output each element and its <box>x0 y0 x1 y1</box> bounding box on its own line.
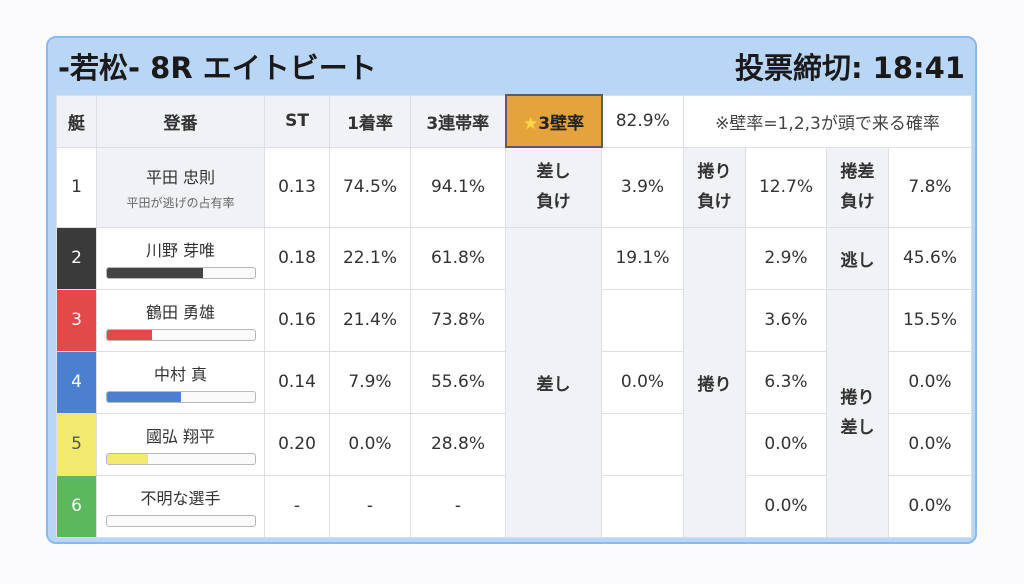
rate-bar-fill <box>106 330 153 340</box>
table-row: 3 鶴田 勇雄 0.16 21.4% 73.8% 3.6% 捲り 差し 15.5% <box>56 288 972 538</box>
table-row: 5 國弘 翔平 0.20 0.0% 28.8% 0.0% 0.0% <box>56 412 972 476</box>
racer-name: 中村 真 <box>153 365 208 384</box>
rate-bar <box>105 329 256 341</box>
race-title: -若松- 8R エイトビート <box>58 51 377 85</box>
rate-bar-fill <box>106 268 203 278</box>
trio-rate-value: 61.8% <box>410 226 506 290</box>
pattern-sashi-value <box>601 412 684 476</box>
pattern-sashi-make-value: 3.9% <box>601 146 684 228</box>
racer-name: 國弘 翔平 <box>145 427 216 446</box>
lane-number: 6 <box>56 474 97 538</box>
table-header-row: 艇 登番 ST 1着率 3連帯率 ★3壁率 82.9% ※壁率=1,2,3が頭で… <box>56 94 972 148</box>
lane-number: 5 <box>56 412 97 476</box>
rate-bar <box>105 453 256 465</box>
pattern-makuri-value: 6.3% <box>745 350 827 414</box>
pattern-sashi: 差し <box>505 226 602 538</box>
pattern-sashi-value: 0.0% <box>601 350 684 414</box>
racer-sub: 平田が逃げの占有率 <box>126 195 235 210</box>
racer-cell: 國弘 翔平 <box>96 412 265 476</box>
first-rate-value: - <box>329 474 411 538</box>
pattern-makurisashi-value: 0.0% <box>888 350 972 414</box>
st-value: - <box>264 474 330 538</box>
rate-bar <box>105 267 256 279</box>
pattern-makuri-make: 捲り 負け <box>683 146 746 228</box>
race-card: -若松- 8R エイトビート 投票締切: 18:41 艇 登番 ST 1着率 3… <box>46 36 977 544</box>
table-row: 4 中村 真 0.14 7.9% 55.6% 0.0% 6.3% 0.0% <box>56 350 972 414</box>
pattern-nige: 逃し <box>826 226 889 290</box>
lane-number: 1 <box>56 146 97 228</box>
pattern-makurisashi: 捲り 差し <box>826 288 889 538</box>
racer-cell: 鶴田 勇雄 <box>96 288 265 352</box>
pattern-nige-value: 45.6% <box>888 226 972 290</box>
first-rate-value: 7.9% <box>329 350 411 414</box>
st-value: 0.18 <box>264 226 330 290</box>
trio-rate-value: 28.8% <box>410 412 506 476</box>
col-st: ST <box>264 94 330 148</box>
star-icon: ★ <box>522 113 539 134</box>
trio-rate-value: - <box>410 474 506 538</box>
racer-name: 鶴田 勇雄 <box>145 303 216 322</box>
table-row: 2 川野 芽唯 0.18 22.1% 61.8% 差し 19.1% 捲り 2.9… <box>56 226 972 538</box>
col-racer: 登番 <box>96 94 265 148</box>
racer-cell: 川野 芽唯 <box>96 226 265 290</box>
col-trio-rate: 3連帯率 <box>410 94 506 148</box>
pattern-makuri-make-value: 12.7% <box>745 146 827 228</box>
wall-rate-note: ※壁率=1,2,3が頭で来る確率 <box>683 94 972 148</box>
table-row: 6 不明な選手 - - - 0.0% 0.0% <box>56 474 972 538</box>
first-rate-value: 21.4% <box>329 288 411 352</box>
rate-bar-fill <box>106 392 181 402</box>
lane-number: 2 <box>56 226 97 290</box>
lane-number: 4 <box>56 350 97 414</box>
pattern-makurisashi-make-value: 7.8% <box>888 146 972 228</box>
trio-rate-value: 73.8% <box>410 288 506 352</box>
st-value: 0.13 <box>264 146 330 228</box>
pattern-sashi-value <box>601 288 684 352</box>
table-row: 1 平田 忠則 平田が逃げの占有率 0.13 74.5% 94.1% 差し 負け … <box>56 146 972 228</box>
trio-rate-value: 94.1% <box>410 146 506 228</box>
pattern-makurisashi-value: 0.0% <box>888 474 972 538</box>
pattern-makurisashi-value: 0.0% <box>888 412 972 476</box>
race-header: -若松- 8R エイトビート 投票締切: 18:41 <box>48 38 975 94</box>
col-first-rate: 1着率 <box>329 94 411 148</box>
pattern-makurisashi-value: 15.5% <box>888 288 972 352</box>
racer-cell: 中村 真 <box>96 350 265 414</box>
vote-deadline: 投票締切: 18:41 <box>734 51 965 85</box>
st-value: 0.14 <box>264 350 330 414</box>
rate-bar-fill <box>106 454 148 464</box>
racer-cell: 平田 忠則 平田が逃げの占有率 <box>96 146 265 228</box>
racer-name: 川野 芽唯 <box>145 241 216 260</box>
wall-rate-label: 3壁率 <box>538 113 585 134</box>
racer-cell: 不明な選手 <box>96 474 265 538</box>
pattern-makuri-value: 0.0% <box>745 412 827 476</box>
st-value: 0.16 <box>264 288 330 352</box>
pattern-sashi-value <box>601 474 684 538</box>
pattern-sashi-make: 差し 負け <box>505 146 602 228</box>
first-rate-value: 22.1% <box>329 226 411 290</box>
pattern-makuri-value: 0.0% <box>745 474 827 538</box>
first-rate-value: 74.5% <box>329 146 411 228</box>
pattern-sashi-value: 19.1% <box>601 226 684 290</box>
lane-number: 3 <box>56 288 97 352</box>
trio-rate-value: 55.6% <box>410 350 506 414</box>
rate-bar <box>105 391 256 403</box>
pattern-makuri: 捲り <box>683 226 746 538</box>
st-value: 0.20 <box>264 412 330 476</box>
rate-bar <box>105 515 256 527</box>
prediction-table: 艇 登番 ST 1着率 3連帯率 ★3壁率 82.9% ※壁率=1,2,3が頭で… <box>56 94 972 538</box>
racer-name: 平田 忠則 <box>145 167 216 187</box>
pattern-makuri-value: 3.6% <box>745 288 827 352</box>
racer-name: 不明な選手 <box>140 489 221 508</box>
pattern-makurisashi-make: 捲差 負け <box>826 146 889 228</box>
first-rate-value: 0.0% <box>329 412 411 476</box>
col-lane: 艇 <box>56 94 97 148</box>
wall-rate-header[interactable]: ★3壁率 <box>504 94 603 148</box>
wall-rate-value: 82.9% <box>601 94 684 148</box>
pattern-makuri-value: 2.9% <box>745 226 827 290</box>
